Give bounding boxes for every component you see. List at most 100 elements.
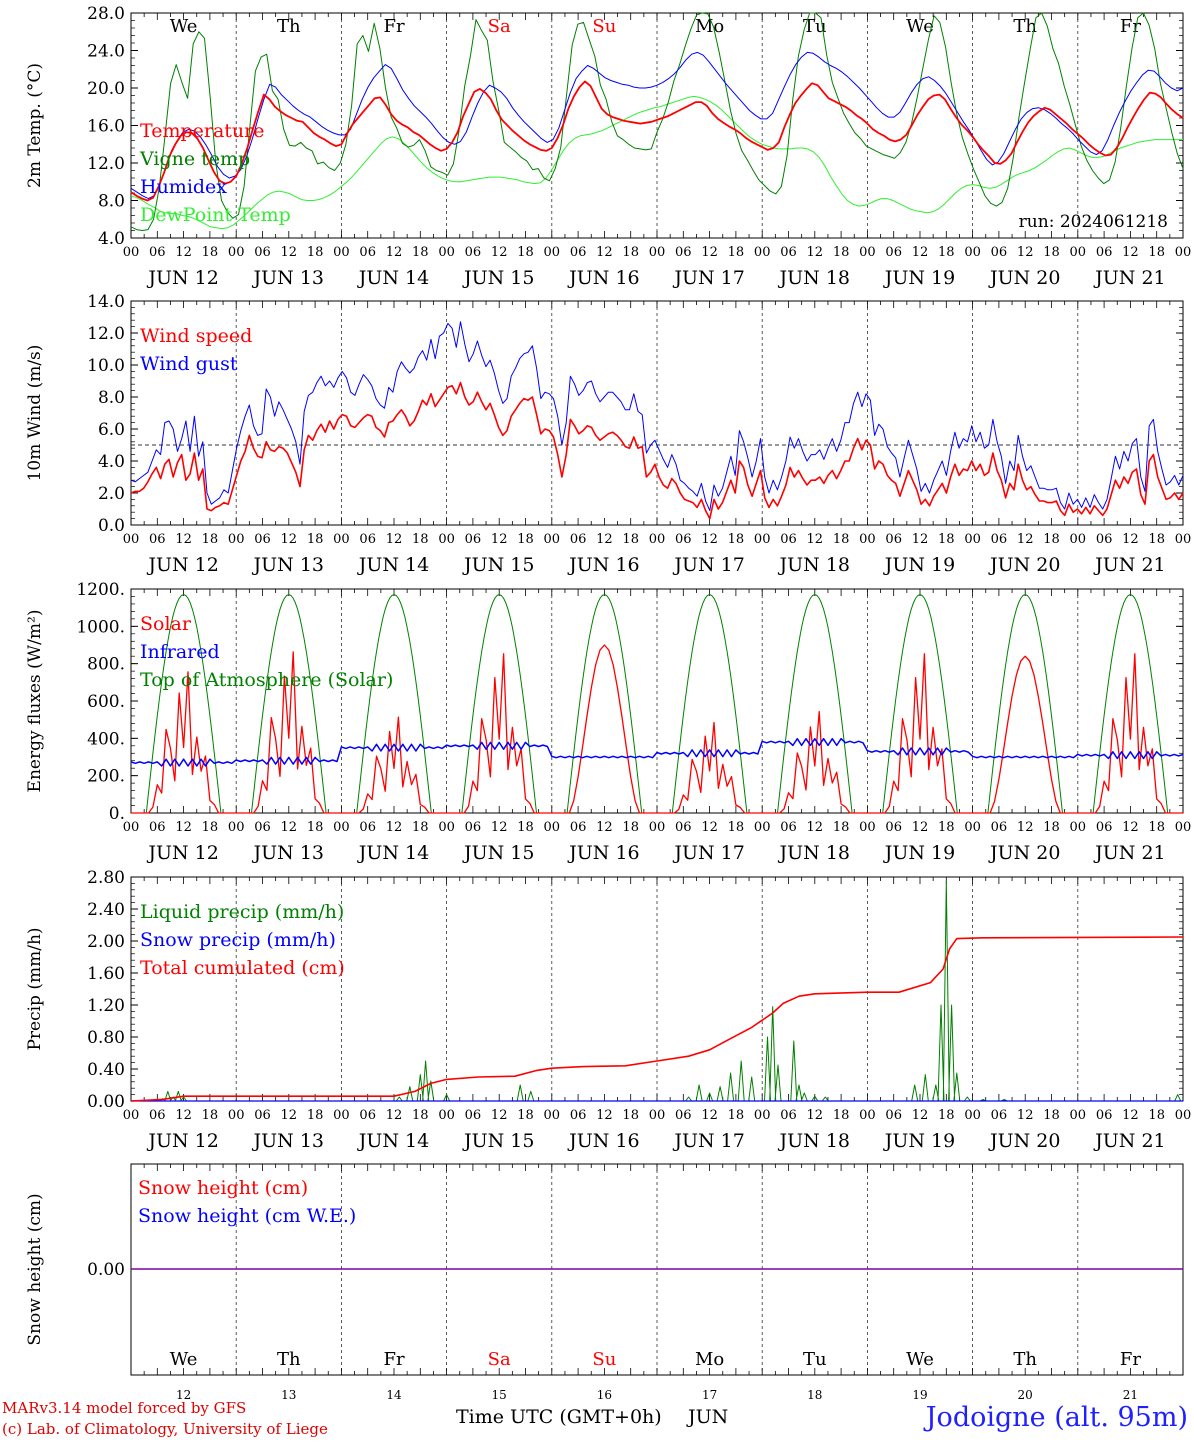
hour-tick-label: 12	[596, 1108, 613, 1123]
day-label: JUN 20	[988, 554, 1060, 576]
hour-tick-label: 06	[570, 532, 587, 547]
weekday-label: Fr	[1120, 1349, 1141, 1370]
series-line-dewpoint-temp	[130, 95, 1183, 230]
day-label: JUN 18	[778, 842, 850, 864]
hour-tick-label: 00	[544, 1108, 561, 1123]
hour-tick-label: 18	[1148, 820, 1165, 835]
weekday-label: Tu	[803, 1349, 827, 1370]
weekday-label: Th	[277, 16, 301, 37]
hour-tick-label: 12	[701, 532, 718, 547]
hour-tick-label: 06	[885, 245, 902, 260]
hour-tick-label: 06	[991, 820, 1008, 835]
day-label: JUN 21	[1093, 267, 1165, 289]
hour-tick-label: 06	[675, 532, 692, 547]
hour-tick-label: 18	[833, 820, 850, 835]
hour-tick-label: 00	[649, 1108, 666, 1123]
station-title: Jodoigne (alt. 95m)	[925, 1402, 1188, 1433]
hour-tick-label: 18	[1148, 532, 1165, 547]
hour-tick-label: 06	[885, 532, 902, 547]
hour-tick-label: 00	[1175, 1108, 1192, 1123]
day-label: JUN 16	[567, 554, 639, 576]
hour-tick-label: 12	[912, 820, 929, 835]
hour-tick-label: 06	[254, 245, 271, 260]
panel-2: 10m Wind (m/s) 0.0 2.0 4.0 6.0 8.0 10.0 12.0 14.…	[25, 292, 1191, 576]
weekday-label: Mo	[695, 16, 724, 37]
hour-tick-label: 12	[281, 532, 298, 547]
y-tick-label: 0.40	[87, 1060, 125, 1080]
y-axis-label: Snow height (cm)	[25, 1193, 45, 1345]
hour-tick-label: 12	[175, 245, 192, 260]
hour-tick-label: 18	[1043, 245, 1060, 260]
series-line-humidex	[130, 51, 1184, 200]
hour-tick-label: 18	[622, 1108, 639, 1123]
hour-tick-label: 18	[622, 532, 639, 547]
hour-tick-label: 12	[1122, 532, 1139, 547]
hour-tick-label: 12	[1017, 1108, 1034, 1123]
run-label: run: 2024061218	[1019, 212, 1168, 232]
weekday-label: Fr	[1120, 16, 1141, 37]
hour-tick-label: 18	[622, 245, 639, 260]
hour-tick-label: 06	[1096, 820, 1113, 835]
weekday-label: We	[170, 16, 198, 37]
hour-tick-label: 18	[517, 820, 534, 835]
hour-tick-label: 00	[123, 245, 140, 260]
day-label: JUN 19	[883, 267, 955, 289]
legend-entry: Snow height (cm)	[138, 1177, 308, 1199]
hour-tick-label: 18	[307, 1108, 324, 1123]
hour-tick-label: 06	[149, 245, 166, 260]
legend-entry: Wind gust	[140, 353, 238, 375]
hour-tick-label: 00	[438, 820, 455, 835]
y-tick-label: 10.0	[87, 356, 125, 376]
hour-tick-label: 00	[649, 245, 666, 260]
day-label: JUN 13	[252, 842, 324, 864]
hour-tick-label: 06	[254, 1108, 271, 1123]
hour-tick-label: 12	[281, 245, 298, 260]
day-label: JUN 18	[778, 1130, 850, 1152]
hour-tick-label: 06	[1096, 532, 1113, 547]
hour-tick-label: 00	[228, 1108, 245, 1123]
hour-tick-label: 12	[807, 820, 824, 835]
day-label: JUN 18	[778, 267, 850, 289]
day-label: JUN 12	[146, 1130, 218, 1152]
lab-credit: (c) Lab. of Climatology, University of L…	[2, 1420, 328, 1438]
weekday-label: We	[170, 1349, 198, 1370]
day-label: JUN 17	[672, 842, 744, 864]
hour-tick-label: 18	[307, 820, 324, 835]
hour-tick-label: 18	[1043, 820, 1060, 835]
hour-tick-label: 12	[175, 532, 192, 547]
hour-tick-label: 12	[912, 245, 929, 260]
day-label: JUN 19	[883, 1130, 955, 1152]
weekday-label: Fr	[383, 16, 404, 37]
hour-tick-label: 00	[1070, 820, 1087, 835]
day-label: JUN 16	[567, 842, 639, 864]
y-tick-label: 2.0	[98, 484, 125, 504]
hour-tick-label: 06	[991, 532, 1008, 547]
day-label: JUN 14	[357, 1130, 429, 1152]
day-number-label: 18	[807, 1388, 822, 1402]
hour-tick-label: 12	[807, 532, 824, 547]
y-tick-label: 14.0	[87, 292, 125, 312]
legend-entry: Temperature	[140, 120, 264, 142]
hour-tick-label: 18	[412, 1108, 429, 1123]
hour-tick-label: 06	[359, 532, 376, 547]
weekday-label: Th	[1013, 16, 1037, 37]
hour-tick-label: 00	[754, 245, 771, 260]
hour-tick-label: 18	[517, 245, 534, 260]
hour-tick-label: 18	[307, 532, 324, 547]
hour-tick-label: 00	[333, 532, 350, 547]
day-label: JUN 14	[357, 842, 429, 864]
day-number-label: 12	[176, 1388, 191, 1402]
day-number-label: 16	[597, 1388, 612, 1402]
hour-tick-label: 00	[544, 532, 561, 547]
hour-tick-label: 00	[649, 532, 666, 547]
hour-tick-label: 00	[859, 245, 876, 260]
y-axis-label: Energy fluxes (W/m²)	[25, 610, 45, 793]
hour-tick-label: 18	[938, 1108, 955, 1123]
hour-tick-label: 00	[438, 532, 455, 547]
day-label: JUN 12	[146, 267, 218, 289]
day-number-label: 14	[386, 1388, 402, 1402]
day-number-label: 15	[492, 1388, 507, 1402]
legend-entry: Total cumulated (cm)	[140, 957, 345, 979]
